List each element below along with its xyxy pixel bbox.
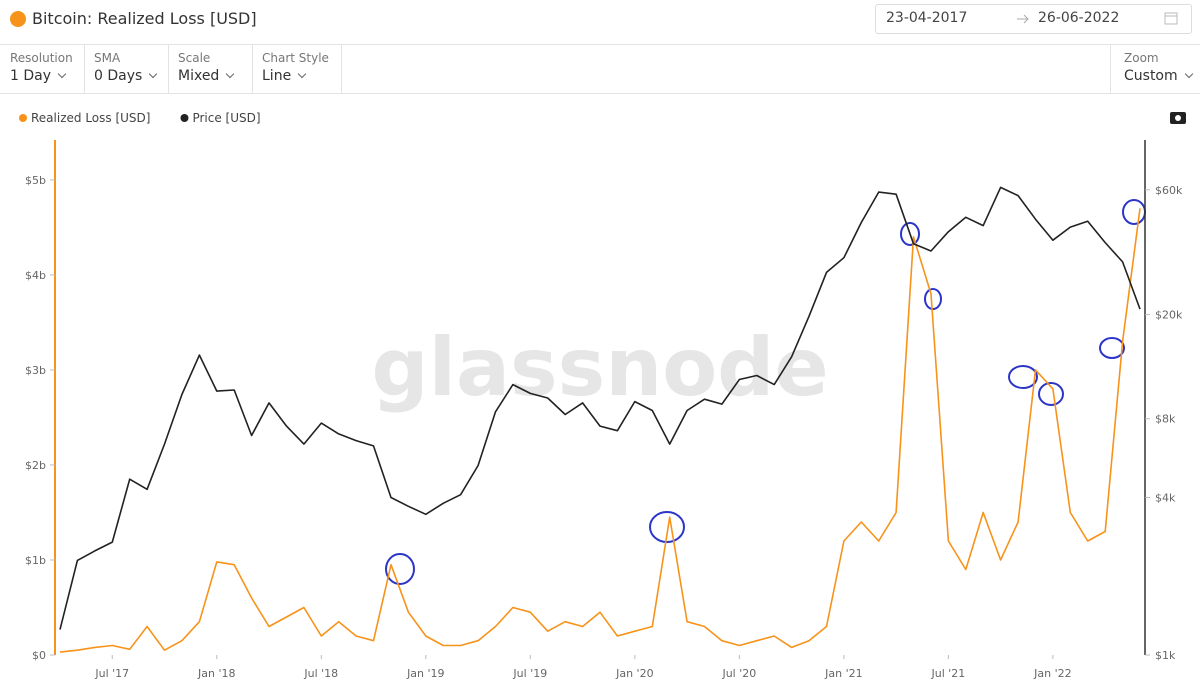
label: Scale <box>178 51 211 65</box>
x-tick-label: Jul '17 <box>94 667 129 680</box>
y2-tick-label: $4k <box>1155 491 1176 504</box>
watermark: glassnode <box>371 321 828 414</box>
y2-tick-label: $60k <box>1155 184 1183 197</box>
y-tick-label: $1b <box>25 554 46 567</box>
x-tick-label: Jan '18 <box>197 667 235 680</box>
legend-label: Realized Loss [USD] <box>31 111 150 125</box>
highlight <box>1038 382 1064 406</box>
legend-marker <box>180 114 189 122</box>
highlight <box>1099 337 1125 359</box>
y-tick-label: $4b <box>25 269 46 282</box>
highlight <box>649 511 685 543</box>
x-tick-label: Jul '19 <box>512 667 547 680</box>
highlight <box>1008 365 1038 389</box>
date-from[interactable]: 23-04-2017 <box>886 10 968 26</box>
value-text: 1 Day <box>10 68 52 84</box>
y2-tick-label: $20k <box>1155 309 1183 322</box>
resolution[interactable]: Resolution 1 Day <box>0 45 85 93</box>
y2-tick-label: $8k <box>1155 413 1176 426</box>
series-line <box>59 186 1141 630</box>
zoom[interactable]: Zoom Custom <box>1110 45 1200 93</box>
y-tick-label: $3b <box>25 364 46 377</box>
value[interactable]: Mixed <box>178 68 235 84</box>
value[interactable]: Line <box>262 68 307 84</box>
x-tick-label: Jan '20 <box>615 667 653 680</box>
y-tick-label: $0 <box>32 649 46 662</box>
value-text: 0 Days <box>94 68 143 84</box>
value[interactable]: Custom <box>1124 68 1193 84</box>
arrow-icon <box>1017 14 1029 24</box>
x-tick-label: Jan '22 <box>1033 667 1071 680</box>
date-range[interactable]: 23-04-2017 26-06-2022 <box>875 4 1192 34</box>
x-tick-label: Jul '21 <box>930 667 965 680</box>
y-tick-label: $2b <box>25 459 46 472</box>
y-tick-label: $5b <box>25 174 46 187</box>
sma[interactable]: SMA 0 Days <box>84 45 169 93</box>
bitcoin-icon <box>10 11 26 27</box>
label: SMA <box>94 51 121 65</box>
toolbar: Resolution 1 Day SMA 0 Days Scale Mixed Cha… <box>0 45 1200 94</box>
label: Resolution <box>10 51 73 65</box>
x-tick-label: Jan '19 <box>406 667 444 680</box>
calendar-icon[interactable] <box>1164 11 1178 25</box>
value[interactable]: 0 Days <box>94 68 158 84</box>
label: Zoom <box>1124 51 1159 65</box>
value-text: Custom <box>1124 68 1178 84</box>
title: Bitcoin: Realized Loss [USD] <box>32 9 257 28</box>
y2-tick-label: $1k <box>1155 649 1176 662</box>
x-tick-label: Jul '18 <box>303 667 338 680</box>
value-text: Mixed <box>178 68 220 84</box>
label: Chart Style <box>262 51 329 65</box>
highlight <box>900 222 920 246</box>
highlight <box>385 553 415 585</box>
chart: glassnode Realized Loss [USD] Price [USD]… <box>19 111 1186 680</box>
legend-label: Price [USD] <box>192 111 260 125</box>
highlight <box>1122 199 1146 225</box>
scale[interactable]: Scale Mixed <box>168 45 253 93</box>
chart-style[interactable]: Chart Style Line <box>252 45 342 93</box>
x-tick-label: Jan '21 <box>824 667 862 680</box>
x-tick-label: Jul '20 <box>721 667 756 680</box>
legend: Realized Loss [USD] Price [USD] <box>19 111 261 125</box>
camera-lens <box>1175 115 1181 121</box>
value[interactable]: 1 Day <box>10 68 67 84</box>
header: Bitcoin: Realized Loss [USD] 23-04-2017 … <box>0 0 1200 45</box>
highlight <box>924 288 942 310</box>
date-to[interactable]: 26-06-2022 <box>1038 10 1120 26</box>
value-text: Line <box>262 68 292 84</box>
legend-marker <box>19 114 27 122</box>
series-line <box>59 208 1141 653</box>
